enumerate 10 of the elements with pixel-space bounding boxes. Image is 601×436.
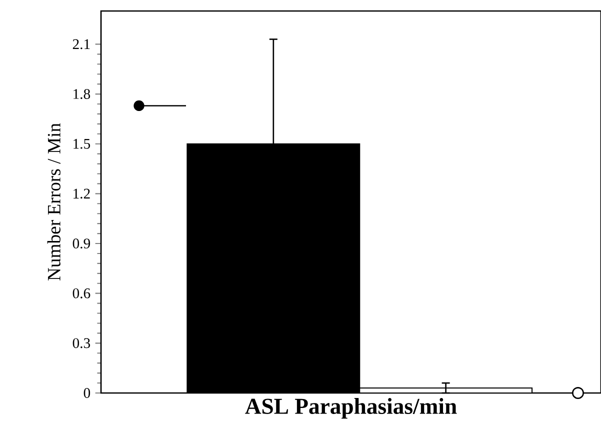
y-tick-label: 1.5 <box>74 138 90 149</box>
y-tick-label: 0.9 <box>72 238 90 248</box>
y-tick-label: 0 <box>84 388 90 398</box>
y-tick-label: 1.8 <box>74 89 90 100</box>
y-tick-label: 2.1 <box>72 39 90 50</box>
y-tick-label: 0.6 <box>72 288 90 298</box>
x-axis-title: ASL Paraphasias/min <box>245 398 457 419</box>
y-tick-label: 1.2 <box>74 188 90 199</box>
y-tick-label: 0.3 <box>72 338 90 348</box>
y-axis-title: Number Errors / Min <box>47 123 60 281</box>
